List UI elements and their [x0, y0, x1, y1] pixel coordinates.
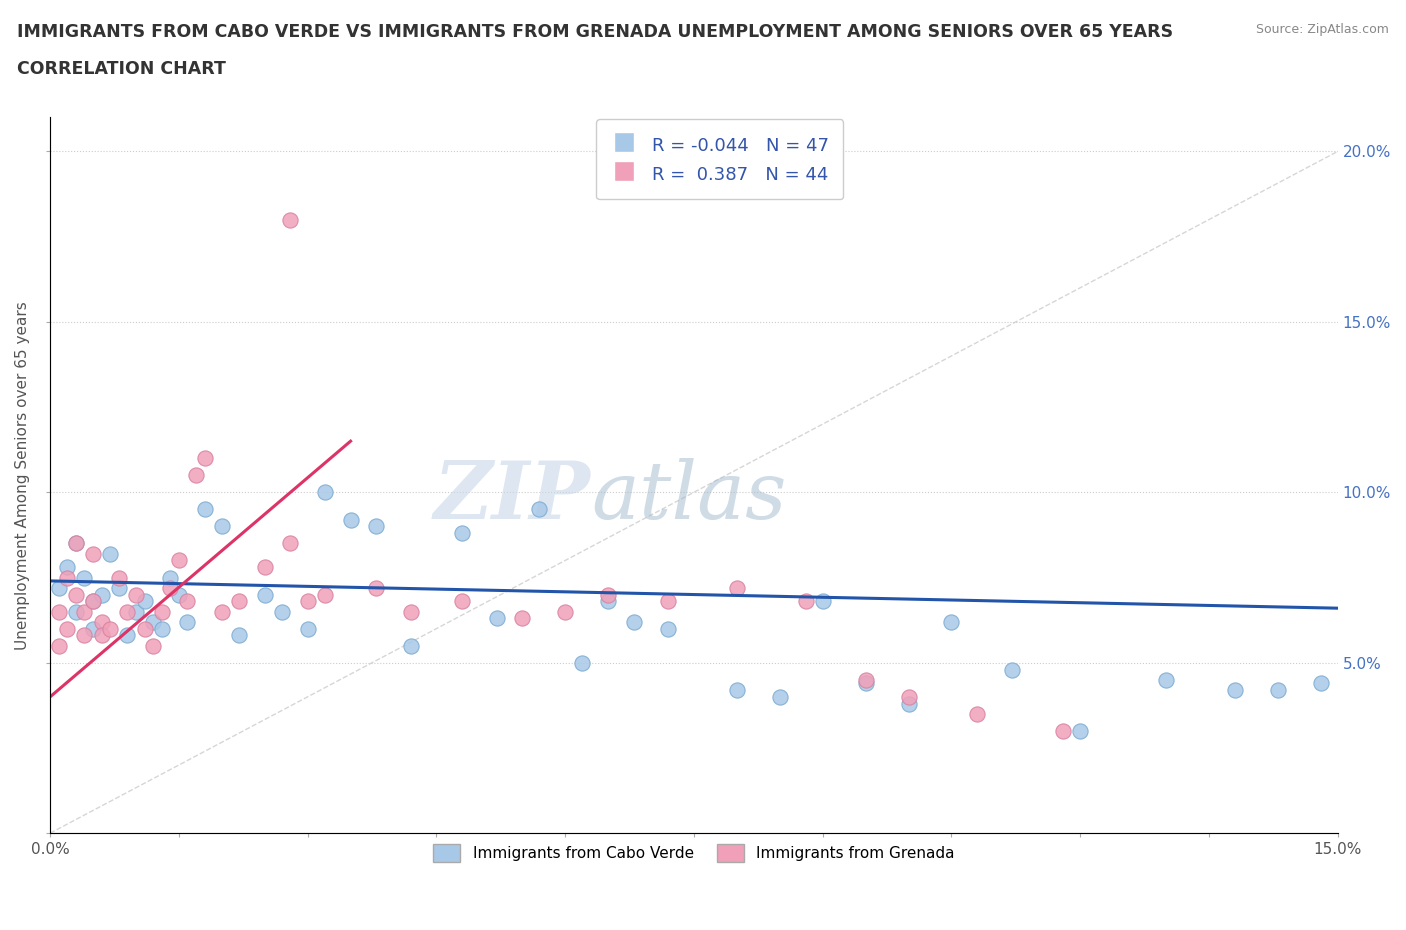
Point	[966, 707, 988, 722]
Point	[399, 604, 422, 619]
Text: ZIP: ZIP	[434, 458, 591, 536]
Point	[142, 615, 165, 630]
Point	[150, 604, 173, 619]
Point	[529, 502, 551, 517]
Point	[811, 594, 834, 609]
Point	[598, 594, 620, 609]
Point	[82, 594, 104, 609]
Point	[897, 689, 920, 704]
Point	[90, 615, 112, 630]
Point	[280, 536, 302, 551]
Point	[571, 656, 593, 671]
Point	[108, 580, 131, 595]
Point	[194, 502, 217, 517]
Point	[159, 580, 181, 595]
Text: CORRELATION CHART: CORRELATION CHART	[17, 60, 226, 78]
Point	[65, 604, 87, 619]
Point	[82, 546, 104, 561]
Point	[48, 604, 70, 619]
Point	[56, 560, 79, 575]
Point	[554, 604, 576, 619]
Point	[125, 604, 148, 619]
Point	[65, 587, 87, 602]
Point	[1309, 676, 1331, 691]
Point	[897, 697, 920, 711]
Point	[941, 615, 963, 630]
Point	[1154, 672, 1177, 687]
Point	[366, 580, 388, 595]
Point	[657, 594, 679, 609]
Point	[451, 594, 474, 609]
Point	[142, 638, 165, 653]
Point	[56, 621, 79, 636]
Text: IMMIGRANTS FROM CABO VERDE VS IMMIGRANTS FROM GRENADA UNEMPLOYMENT AMONG SENIORS: IMMIGRANTS FROM CABO VERDE VS IMMIGRANTS…	[17, 23, 1173, 41]
Y-axis label: Unemployment Among Seniors over 65 years: Unemployment Among Seniors over 65 years	[15, 301, 30, 650]
Point	[117, 604, 139, 619]
Point	[598, 587, 620, 602]
Point	[176, 615, 198, 630]
Point	[855, 676, 877, 691]
Point	[134, 594, 156, 609]
Point	[623, 615, 645, 630]
Point	[98, 546, 121, 561]
Point	[98, 621, 121, 636]
Point	[451, 525, 474, 540]
Point	[1000, 662, 1022, 677]
Point	[280, 212, 302, 227]
Point	[228, 594, 250, 609]
Point	[657, 621, 679, 636]
Point	[150, 621, 173, 636]
Point	[1069, 724, 1091, 738]
Point	[73, 570, 96, 585]
Point	[855, 672, 877, 687]
Point	[125, 587, 148, 602]
Point	[399, 638, 422, 653]
Point	[134, 621, 156, 636]
Point	[1267, 683, 1289, 698]
Point	[314, 587, 336, 602]
Point	[794, 594, 817, 609]
Text: atlas: atlas	[591, 458, 786, 536]
Point	[184, 468, 207, 483]
Point	[90, 628, 112, 643]
Point	[117, 628, 139, 643]
Point	[271, 604, 294, 619]
Text: Source: ZipAtlas.com: Source: ZipAtlas.com	[1256, 23, 1389, 36]
Point	[90, 587, 112, 602]
Point	[211, 604, 233, 619]
Point	[56, 570, 79, 585]
Point	[48, 638, 70, 653]
Point	[297, 621, 319, 636]
Point	[485, 611, 508, 626]
Point	[510, 611, 533, 626]
Point	[108, 570, 131, 585]
Point	[253, 560, 276, 575]
Point	[48, 580, 70, 595]
Point	[211, 519, 233, 534]
Point	[314, 485, 336, 499]
Point	[167, 587, 190, 602]
Point	[725, 683, 748, 698]
Point	[769, 689, 792, 704]
Point	[1223, 683, 1246, 698]
Point	[167, 553, 190, 568]
Point	[1052, 724, 1074, 738]
Point	[65, 536, 87, 551]
Legend: Immigrants from Cabo Verde, Immigrants from Grenada: Immigrants from Cabo Verde, Immigrants f…	[427, 838, 962, 869]
Point	[339, 512, 361, 527]
Point	[194, 451, 217, 466]
Point	[73, 604, 96, 619]
Point	[366, 519, 388, 534]
Point	[297, 594, 319, 609]
Point	[159, 570, 181, 585]
Point	[253, 587, 276, 602]
Point	[82, 594, 104, 609]
Point	[228, 628, 250, 643]
Point	[73, 628, 96, 643]
Point	[82, 621, 104, 636]
Point	[725, 580, 748, 595]
Point	[176, 594, 198, 609]
Point	[65, 536, 87, 551]
